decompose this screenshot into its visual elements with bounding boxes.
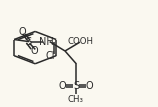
Text: COOH: COOH: [68, 37, 94, 46]
Text: NH: NH: [39, 37, 54, 47]
Text: S: S: [25, 37, 31, 47]
Text: O: O: [31, 46, 38, 56]
Text: S: S: [73, 81, 79, 91]
Text: O: O: [18, 27, 26, 37]
Text: CH₃: CH₃: [68, 95, 84, 104]
Text: Cl: Cl: [46, 51, 55, 61]
Text: O: O: [85, 81, 93, 91]
Text: O: O: [59, 81, 67, 91]
